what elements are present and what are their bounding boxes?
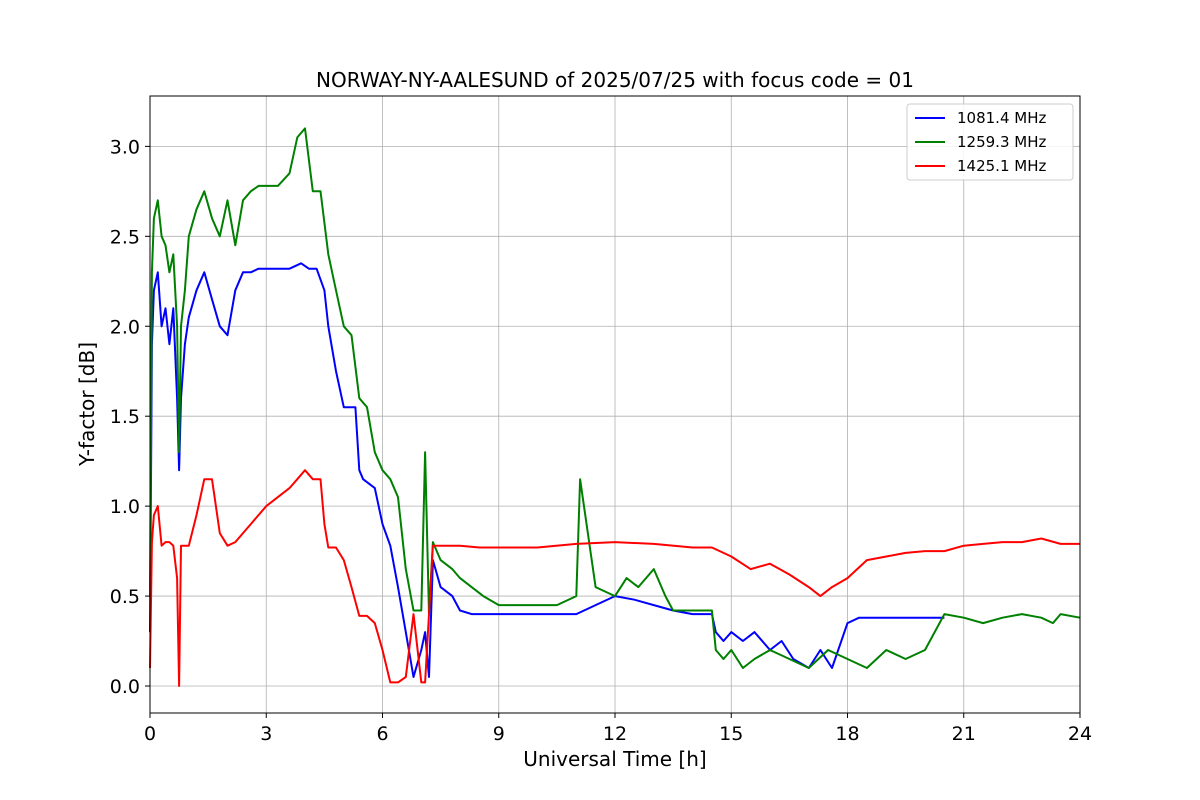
- y-axis: 0.0 0.5 1.0 1.5 2.0 2.5 3.0: [110, 136, 150, 698]
- y-tick-label: 0.5: [110, 586, 140, 608]
- x-tick-label: 24: [1068, 723, 1092, 745]
- x-tick-label: 3: [260, 723, 272, 745]
- x-tick-label: 0: [144, 723, 156, 745]
- y-tick-label: 0.0: [110, 676, 140, 698]
- series-line-3: [149, 469, 1080, 687]
- x-axis-label: Universal Time [h]: [523, 747, 706, 771]
- y-tick-label: 1.5: [110, 406, 140, 428]
- y-tick-label: 1.0: [110, 496, 140, 518]
- legend-box: [906, 103, 1074, 181]
- legend-label: 1425.1 MHz: [957, 157, 1046, 175]
- x-tick-label: 9: [493, 723, 505, 745]
- x-axis: 0 3 6 9 12 15 18 21 24: [144, 713, 1092, 745]
- x-tick-label: 15: [719, 723, 743, 745]
- legend: 1081.4 MHz 1259.3 MHz 1425.1 MHz: [906, 103, 1074, 181]
- series-line-1: [149, 262, 945, 678]
- x-tick-label: 18: [835, 723, 859, 745]
- chart-title: NORWAY-NY-AALESUND of 2025/07/25 with fo…: [316, 68, 914, 92]
- series-layer: [149, 127, 1081, 687]
- x-tick-label: 21: [952, 723, 976, 745]
- y-tick-label: 3.0: [110, 136, 140, 158]
- y-axis-label: Y-factor [dB]: [75, 342, 99, 467]
- x-tick-label: 6: [376, 723, 388, 745]
- y-tick-label: 2.5: [110, 226, 140, 248]
- x-tick-label: 12: [603, 723, 627, 745]
- legend-label: 1259.3 MHz: [957, 133, 1046, 151]
- legend-label: 1081.4 MHz: [957, 109, 1046, 127]
- y-tick-label: 2.0: [110, 316, 140, 338]
